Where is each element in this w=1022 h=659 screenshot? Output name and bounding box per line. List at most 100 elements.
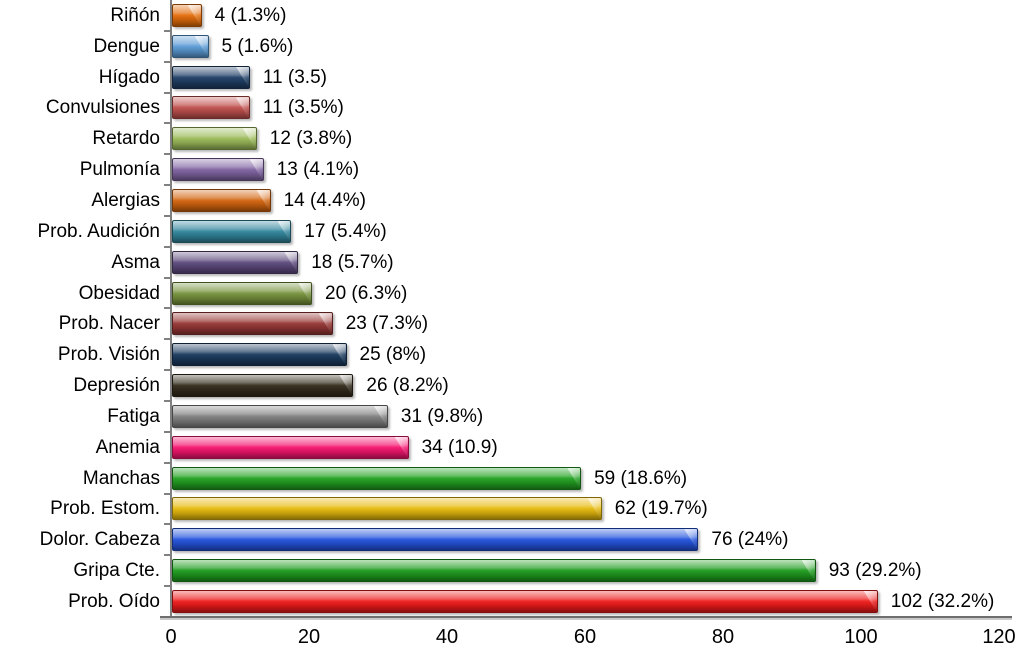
category-label: Prob. Audición [37,220,160,242]
category-label: Dengue [93,35,160,57]
bar-end-highlight [256,189,270,211]
category-label: Riñón [110,4,160,26]
bar [172,281,312,305]
bar-end-highlight [284,251,298,273]
bar-end-highlight [332,344,346,366]
bar-row: Dengue 5 (1.6%) [0,30,1022,63]
bar-row: Dolor. Cabeza 76 (24%) [0,524,1022,557]
category-label: Prob. Visión [57,344,160,366]
value-label: 11 (3.5) [262,66,327,88]
bar-row: Anemia 34 (10.9) [0,431,1022,464]
category-label: Prob. Estom. [50,498,160,520]
category-label: Manchas [82,467,160,489]
bar-end-highlight [587,498,601,520]
bar [172,158,264,182]
bar-track: 14 (4.4%) [164,185,1022,217]
bar-row: Hígado 11 (3.5) [0,61,1022,94]
bar-row: Depresión 26 (8.2%) [0,370,1022,402]
value-label: 25 (8%) [359,344,427,366]
bar-end-highlight [373,405,387,427]
bar-row: Prob. Visión 25 (8%) [0,339,1022,371]
category-label: Obesidad [78,282,160,304]
bar-end-highlight [298,282,311,304]
bar-track: 31 (9.8%) [164,400,1022,433]
x-tick-label: 120 [982,626,1016,648]
value-label: 12 (3.8%) [269,128,353,150]
bar [172,466,582,490]
category-label: Fatiga [107,405,160,427]
bar-track: 12 (3.8%) [164,123,1022,156]
bar-row: Prob. Estom. 62 (19.7%) [0,493,1022,526]
bar-row: Pulmonía 13 (4.1%) [0,154,1022,186]
category-label: Retardo [92,128,160,150]
bar-track: 34 (10.9) [164,431,1022,464]
bar-track: 20 (6.3%) [164,277,1022,310]
bar-end-highlight [277,220,291,242]
value-label: 34 (10.9) [421,436,498,458]
bar-end-highlight [801,560,815,582]
bar-row: Obesidad 20 (6.3%) [0,277,1022,310]
bar-track: 18 (5.7%) [164,246,1022,279]
bar-row: Prob. Oído 102 (32.2%) [0,586,1022,618]
bar-track: 59 (18.6%) [164,462,1022,495]
bar-track: 76 (24%) [164,524,1022,557]
value-label: 14 (4.4%) [283,189,366,211]
x-tick-label: 80 [711,626,735,648]
category-label: Pulmonía [79,159,160,181]
bar-track: 23 (7.3%) [164,308,1022,341]
bar-track: 11 (3.5) [164,61,1022,94]
category-label: Hígado [98,66,160,88]
bar-end-highlight [249,159,263,181]
bar-track: 26 (8.2%) [164,370,1022,402]
value-label: 5 (1.6%) [221,35,294,57]
bar [172,559,816,583]
bar [172,374,354,398]
bar-end-highlight [235,97,249,119]
value-label: 11 (3.5%) [262,97,344,119]
value-label: 59 (18.6%) [594,467,688,489]
value-label: 62 (19.7%) [614,498,708,520]
bar-row: Retardo 12 (3.8%) [0,123,1022,156]
bar-end-highlight [863,590,877,612]
bar [172,188,271,212]
bar-row: Asma 18 (5.7%) [0,246,1022,279]
bar-row: Fatiga 31 (9.8%) [0,400,1022,433]
bar [172,497,602,521]
bar-end-highlight [318,313,332,335]
bar-track: 11 (3.5%) [164,92,1022,125]
bar [172,250,299,274]
value-label: 18 (5.7%) [311,251,394,273]
bar [172,65,250,89]
plot-area: Riñón 4 (1.3%) Dengue 5 (1.6%) Hígado 11… [0,0,1022,618]
value-label: 102 (32.2%) [890,590,995,612]
value-label: 31 (9.8%) [400,405,484,427]
category-label: Convulsiones [45,97,160,119]
bar-track: 5 (1.6%) [164,30,1022,63]
bar-track: 13 (4.1%) [164,154,1022,186]
bar [172,589,878,613]
x-tick-label: 20 [297,626,321,648]
bar-row: Riñón 4 (1.3%) [0,0,1022,32]
value-label: 23 (7.3%) [345,313,429,335]
category-label: Gripa Cte. [73,560,160,582]
bar-row: Manchas 59 (18.6%) [0,462,1022,495]
category-label: Anemia [95,436,160,458]
bar-row: Prob. Nacer 23 (7.3%) [0,308,1022,341]
value-label: 76 (24%) [711,529,789,551]
bar-end-highlight [684,529,698,551]
bar-end-highlight [339,375,353,397]
value-label: 93 (29.2%) [828,560,922,582]
category-label: Alergias [91,189,160,211]
bar-row: Convulsiones 11 (3.5%) [0,92,1022,125]
x-tick-label: 100 [844,626,878,648]
category-label: Prob. Nacer [58,313,160,335]
bar-end-highlight [394,436,408,458]
bar [172,528,699,552]
bar-end-highlight [567,467,581,489]
x-axis-line [160,616,1012,618]
category-label: Dolor. Cabeza [39,529,160,551]
bar-track: 62 (19.7%) [164,493,1022,526]
bar [172,219,292,243]
bar [172,34,209,58]
